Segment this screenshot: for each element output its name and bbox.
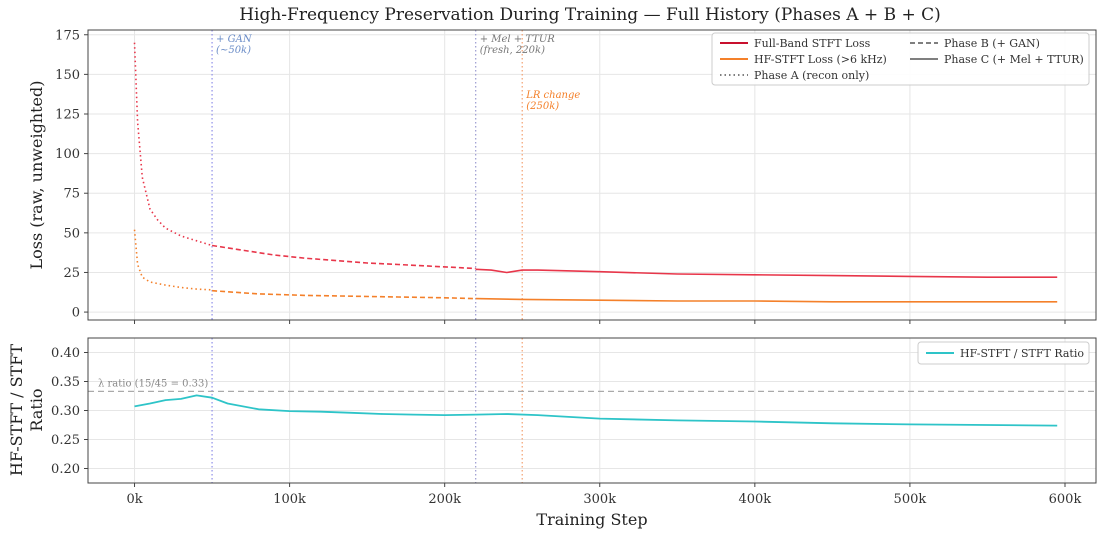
loss-y-tick-label: 100 <box>55 147 80 162</box>
loss-phase-annotation: LR change <box>525 90 580 101</box>
ratio-x-tick-label: 600k <box>1049 492 1082 507</box>
ratio-x-tick-label: 200k <box>428 492 461 507</box>
legend-label-phase-b: Phase B (+ GAN) <box>944 37 1040 50</box>
ratio-y-ticks: 0.20 0.25 0.30 0.35 0.40 <box>51 346 88 477</box>
ratio-x-tick-label: 300k <box>583 492 616 507</box>
loss-series-line <box>211 244 476 270</box>
ratio-y-tick-label: 0.30 <box>51 404 80 419</box>
loss-series-line <box>475 297 1058 303</box>
loss-legend: Full-Band STFT Loss HF-STFT Loss (>6 kHz… <box>711 32 1090 86</box>
loss-phase-lines <box>211 30 523 320</box>
ratio-y-tick-label: 0.20 <box>51 462 80 477</box>
loss-y-tick-label: 25 <box>63 266 80 281</box>
ratio-y-axis-label-line2: Ratio <box>27 388 46 431</box>
ratio-x-tick-label: 100k <box>273 492 306 507</box>
ratio-lambda-line: λ ratio (15/45 = 0.33) <box>88 378 1096 392</box>
x-axis-label: Training Step <box>536 510 647 529</box>
ratio-legend-box <box>917 341 1090 365</box>
legend-label-full-band: Full-Band STFT Loss <box>754 37 871 50</box>
loss-y-axis-label: Loss (raw, unweighted) <box>27 81 46 270</box>
loss-legend-box <box>711 32 1090 86</box>
loss-phase-annotations: + GAN(~50k) + Mel + TTUR(fresh, 220k) LR c… <box>216 34 580 112</box>
legend-label-phase-c: Phase C (+ Mel + TTUR) <box>944 53 1084 66</box>
ratio-y-axis-label: HF-STFT / STFT <box>7 344 26 476</box>
ratio-legend: HF-STFT / STFT Ratio <box>917 341 1090 365</box>
loss-phase-annotation: (250k) <box>526 101 559 112</box>
ratio-x-tick-label: 400k <box>738 492 771 507</box>
loss-series-line <box>133 229 213 291</box>
lambda-ratio-label: λ ratio (15/45 = 0.33) <box>98 378 208 389</box>
loss-y-tick-label: 150 <box>55 68 80 83</box>
ratio-y-tick-label: 0.40 <box>51 346 80 361</box>
loss-phase-annotation: + GAN <box>216 34 253 45</box>
loss-y-tick-label: 75 <box>63 187 80 202</box>
loss-y-tick-label: 175 <box>55 28 80 43</box>
ratio-series <box>134 394 1058 427</box>
ratio-y-tick-label: 0.25 <box>51 433 80 448</box>
loss-phase-annotation: (~50k) <box>216 45 251 56</box>
loss-y-tick-label: 125 <box>55 107 80 122</box>
loss-y-ticks: 0 25 50 75 100 125 150 175 <box>55 28 88 321</box>
ratio-x-ticks: 0k 100k 200k 300k 400k 500k 600k <box>126 483 1081 507</box>
loss-y-tick-label: 50 <box>63 226 80 241</box>
ratio-x-tick-label: 500k <box>894 492 927 507</box>
legend-label-hf: HF-STFT Loss (>6 kHz) <box>754 53 887 66</box>
ratio-y-tick-label: 0.35 <box>51 375 80 390</box>
loss-phase-annotation: (fresh, 220k) <box>480 45 545 56</box>
loss-phase-annotation: + Mel + TTUR <box>480 34 556 45</box>
loss-series <box>133 42 1058 303</box>
ratio-x-tick-label: 0k <box>126 492 142 507</box>
loss-panel: 0 25 50 75 100 125 150 175 Loss (raw, unweighte… <box>27 28 1097 324</box>
loss-plot-frame <box>87 29 1097 321</box>
ratio-series-line <box>134 394 1058 427</box>
ratio-panel: λ ratio (15/45 = 0.33) 0.200.250.300.350… <box>7 337 1097 529</box>
loss-series-line <box>475 268 1058 279</box>
loss-x-ticks <box>134 320 1066 324</box>
loss-y-tick-label: 0 <box>72 306 80 321</box>
legend-label-ratio: HF-STFT / STFT Ratio <box>960 347 1084 360</box>
legend-label-phase-a: Phase A (recon only) <box>754 69 869 82</box>
ratio-phase-lines <box>211 338 523 483</box>
chart-title: High-Frequency Preservation During Train… <box>239 5 941 25</box>
loss-series-line <box>212 289 476 300</box>
loss-series-line <box>133 42 213 247</box>
